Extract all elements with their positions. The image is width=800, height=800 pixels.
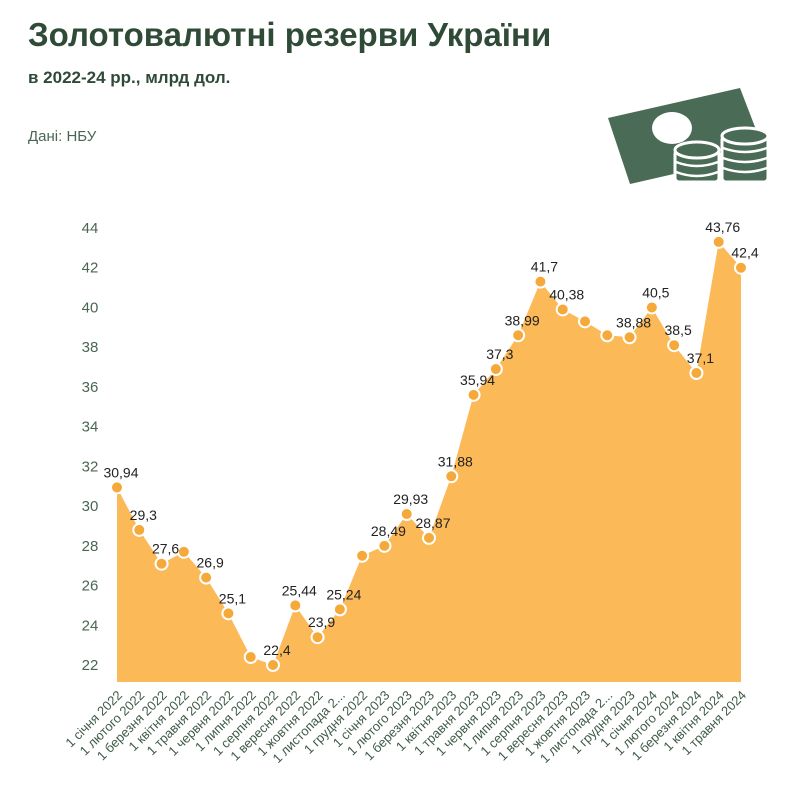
data-point[interactable] xyxy=(332,602,347,617)
y-tick-label: 30 xyxy=(82,498,99,515)
data-source: Дані: НБУ xyxy=(28,128,97,145)
data-point[interactable] xyxy=(288,598,303,613)
data-point[interactable] xyxy=(243,650,258,665)
y-tick-label: 36 xyxy=(82,379,99,396)
data-point[interactable] xyxy=(266,658,280,672)
y-tick-label: 24 xyxy=(82,617,99,634)
data-point[interactable] xyxy=(622,330,637,345)
data-label: 29,93 xyxy=(393,491,428,507)
data-point[interactable] xyxy=(310,630,325,645)
data-label: 27,6 xyxy=(152,541,179,557)
data-point[interactable] xyxy=(377,538,392,553)
data-label: 30,94 xyxy=(103,464,138,480)
data-point[interactable] xyxy=(488,362,503,377)
data-label: 42,4 xyxy=(731,245,758,261)
data-labels: 30,94 29,3 27,6 26,9 25,1 22,4 25,44 23,9 25,24 2… xyxy=(103,219,758,658)
data-point[interactable] xyxy=(221,606,236,621)
data-point[interactable] xyxy=(555,302,570,317)
data-point[interactable] xyxy=(644,300,659,315)
data-point[interactable] xyxy=(110,480,124,495)
data-label: 23,9 xyxy=(308,614,335,630)
data-label: 25,44 xyxy=(282,582,317,598)
data-point[interactable] xyxy=(511,328,526,343)
y-tick-label: 40 xyxy=(82,299,99,316)
data-label: 38,99 xyxy=(505,312,540,328)
y-tick-label: 42 xyxy=(82,260,99,277)
data-point[interactable] xyxy=(199,570,214,585)
chart-subtitle: в 2022-24 рр., млрд дол. xyxy=(28,68,231,87)
data-label: 40,38 xyxy=(549,286,584,302)
data-label: 43,76 xyxy=(705,219,740,235)
data-point[interactable] xyxy=(355,548,370,563)
data-point[interactable] xyxy=(466,387,481,402)
y-tick-label: 38 xyxy=(82,339,99,356)
data-point[interactable] xyxy=(711,234,726,249)
data-label: 25,24 xyxy=(326,586,361,602)
data-point[interactable] xyxy=(444,469,459,484)
data-point[interactable] xyxy=(399,507,414,522)
data-label: 38,88 xyxy=(616,314,651,330)
data-point[interactable] xyxy=(132,522,147,537)
data-points xyxy=(110,234,748,672)
data-point[interactable] xyxy=(734,260,748,275)
y-tick-label: 34 xyxy=(82,419,99,436)
data-point[interactable] xyxy=(689,366,704,381)
data-label: 35,94 xyxy=(460,372,495,388)
data-point[interactable] xyxy=(176,544,191,559)
data-label: 28,87 xyxy=(415,515,450,531)
y-tick-label: 26 xyxy=(82,578,99,595)
data-label: 37,3 xyxy=(486,346,513,362)
data-label: 28,49 xyxy=(371,523,406,539)
data-point[interactable] xyxy=(667,338,682,353)
data-label: 22,4 xyxy=(263,642,290,658)
money-coins-icon xyxy=(608,88,770,184)
y-tick-label: 32 xyxy=(82,458,99,475)
data-label: 38,5 xyxy=(665,322,692,338)
data-point[interactable] xyxy=(422,530,436,545)
chart-title: Золотовалютні резерви України xyxy=(28,16,552,53)
data-point[interactable] xyxy=(533,274,548,289)
data-label: 25,1 xyxy=(219,590,246,606)
data-label: 40,5 xyxy=(642,284,669,300)
y-tick-label: 22 xyxy=(82,657,99,674)
data-label: 31,88 xyxy=(438,453,473,469)
data-label: 29,3 xyxy=(130,507,157,523)
area-series xyxy=(117,241,741,682)
data-label: 26,9 xyxy=(197,555,224,571)
data-point[interactable] xyxy=(578,314,592,329)
y-tick-label: 44 xyxy=(82,220,99,237)
y-tick-label: 28 xyxy=(82,538,99,555)
data-label: 37,1 xyxy=(687,350,714,366)
y-axis: 22 24 26 28 30 32 34 36 38 40 42 44 xyxy=(82,220,99,674)
data-point[interactable] xyxy=(154,556,169,571)
data-label: 41,7 xyxy=(531,259,558,275)
data-point[interactable] xyxy=(600,328,615,343)
